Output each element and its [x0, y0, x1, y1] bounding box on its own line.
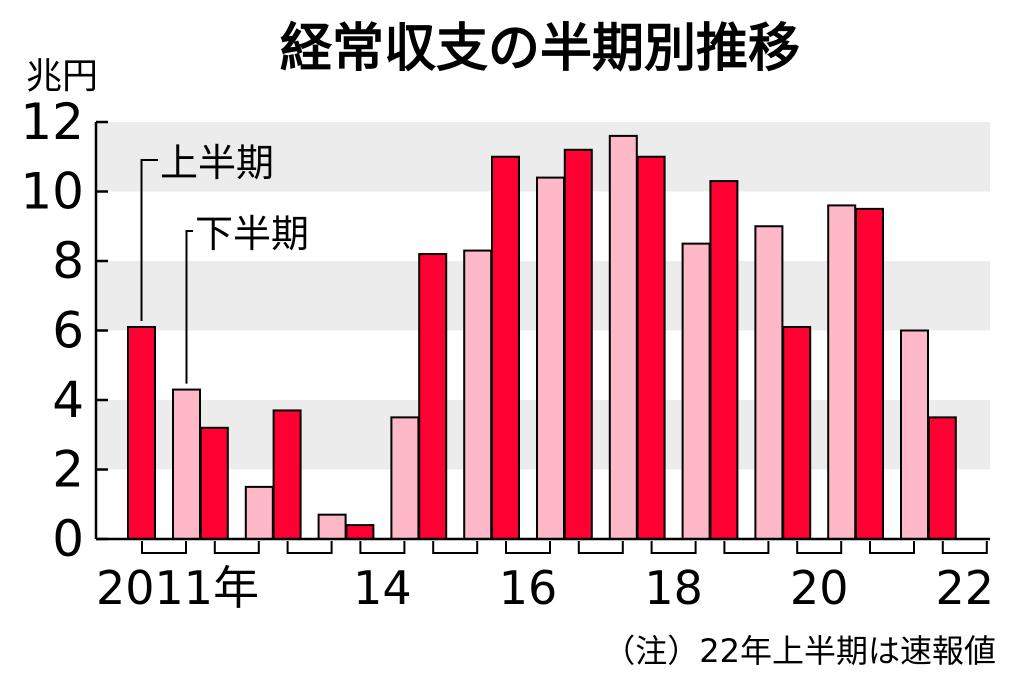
x-tick-label: 18 [644, 561, 703, 615]
y-tick-label: 12 [20, 93, 84, 151]
bar-first-half [782, 326, 812, 540]
bar-first-half [491, 155, 520, 540]
bar-second-half [536, 176, 565, 540]
year-bracket [577, 541, 624, 554]
x-tick-label: 2011年 [96, 561, 259, 615]
y-tick-label: 6 [52, 302, 84, 360]
chart-title: 経常収支の半期別推移 [280, 19, 800, 79]
x-tick-label: 14 [353, 561, 412, 615]
year-bracket [941, 541, 988, 554]
bar-first-half [563, 148, 593, 541]
year-bracket [359, 541, 406, 554]
y-tick-label: 4 [52, 371, 84, 429]
bar-first-half [855, 207, 884, 540]
bar-first-half [418, 253, 448, 541]
bar-second-half [390, 416, 420, 540]
y-axis-unit: 兆円 [26, 56, 98, 97]
year-bracket [869, 541, 915, 554]
bar-first-half [927, 416, 957, 540]
bar-first-half [199, 426, 229, 540]
y-tick-label: 8 [52, 232, 84, 290]
bar-second-half [827, 204, 857, 540]
year-bracket [505, 541, 551, 554]
bar-first-half [636, 155, 666, 540]
bar-second-half [463, 249, 493, 540]
bar-second-half [317, 513, 347, 540]
legend-leader-line [140, 159, 158, 322]
y-tick-label: 2 [52, 441, 84, 499]
year-brackets [141, 541, 988, 554]
y-tick-label: 10 [20, 163, 84, 221]
legend-label-first-half: 上半期 [160, 141, 274, 185]
year-bracket [286, 541, 333, 554]
x-tick-label: 20 [790, 561, 849, 615]
legend-label-second-half: 下半期 [195, 212, 309, 256]
y-tick-label: 0 [52, 510, 84, 568]
year-bracket [213, 541, 260, 554]
bar-first-half [709, 180, 739, 540]
legend-leader-line [185, 230, 193, 384]
year-bracket [723, 541, 770, 554]
bar-second-half [608, 134, 638, 540]
x-tick-labels: 2011年 14 16 18 20 22 [96, 561, 994, 615]
year-bracket [432, 541, 479, 554]
bar-second-half [244, 485, 274, 540]
bar-second-half [681, 242, 711, 540]
y-tick-labels: 0 2 4 6 8 10 12 [20, 93, 990, 568]
x-tick-label: 16 [499, 561, 558, 615]
year-bracket [141, 541, 187, 554]
bar-second-half [172, 388, 201, 541]
x-tick-label: 22 [936, 561, 995, 615]
chart-note: （注）22年上半期は速報値 [603, 632, 996, 670]
bar-first-half [127, 326, 156, 540]
bars [127, 134, 957, 541]
bar-second-half [754, 225, 784, 540]
year-bracket [650, 541, 697, 554]
bar-second-half [900, 329, 929, 540]
bar-first-half [272, 409, 302, 540]
year-bracket [796, 541, 843, 554]
bar-first-half [345, 524, 375, 540]
